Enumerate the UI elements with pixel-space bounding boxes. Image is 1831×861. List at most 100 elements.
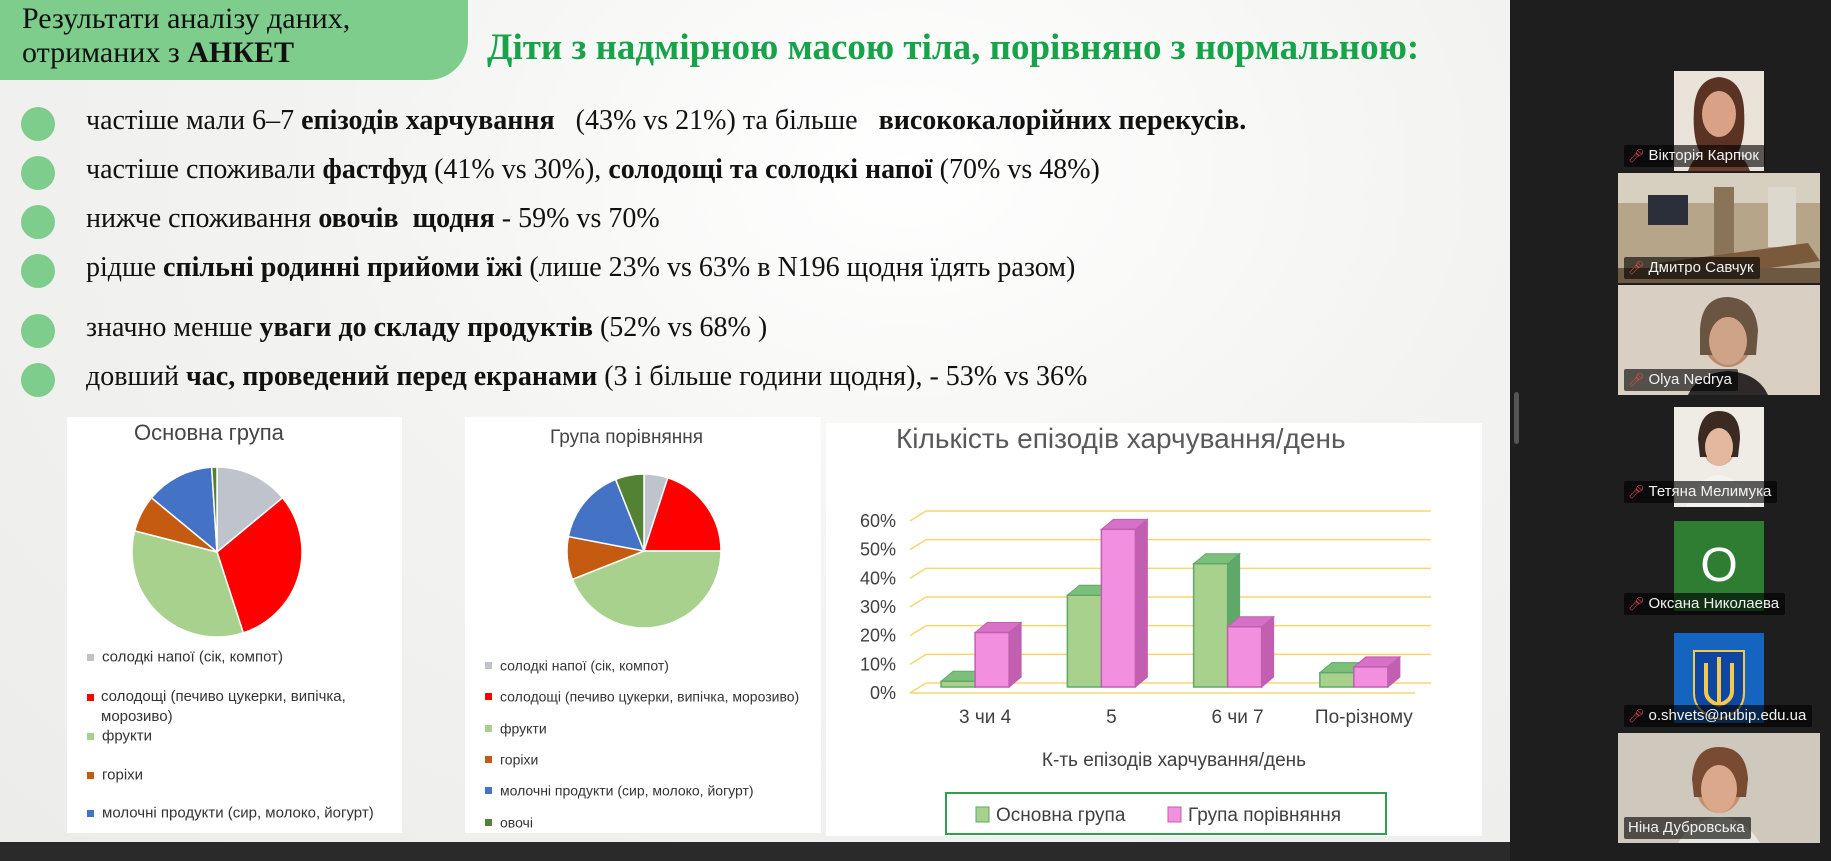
bullet-dot [21, 107, 55, 141]
legend-swatch [87, 809, 94, 817]
y-tick-label: 10% [860, 654, 896, 674]
legend-label: молочні продукти (сир, молоко, йогурт) [102, 804, 374, 822]
y-tick-label: 40% [860, 568, 896, 588]
bullet-dot [21, 314, 55, 348]
pie-slice [132, 529, 245, 637]
bullet-text-part: - 59% vs 70% [494, 203, 660, 234]
participant-name: Вікторія Карпюк [1648, 147, 1759, 164]
participant-tile[interactable]: O 🎤︎ Оксана Николаева [1618, 509, 1820, 619]
legend-swatch [485, 786, 492, 794]
participant-name: Ніна Дубровська [1628, 819, 1745, 836]
bullet-item: значно менше уваги до складу продуктів (… [86, 312, 767, 344]
participant-name: Тетяна Мелимука [1648, 483, 1772, 500]
mic-muted-icon: 🎤︎ [1628, 372, 1645, 387]
legend-swatch [485, 755, 492, 763]
bullet-emphasis: час, проведений перед екранами [186, 361, 598, 392]
pie-slice [210, 467, 218, 553]
bullet-emphasis: висококалорійних перекусів. [871, 105, 1247, 136]
y-tick-label: 50% [860, 540, 896, 560]
participant-name: Дмитро Савчук [1648, 259, 1754, 276]
bar-plot: 0% 10% 20% 30% 40% 50% 60% 3 чи 4 5 6 чи 7 По-різн… [860, 510, 1431, 835]
participant-tile[interactable]: 🎤︎ o.shvets@nubip.edu.ua [1618, 621, 1820, 731]
pie-slice [216, 496, 302, 634]
slide-title-line-2: отриманих з АНКЕТ [22, 36, 294, 70]
legend-item: солодкі напої (сік, компот) [87, 648, 283, 666]
pie-slice [567, 478, 646, 552]
participant-name-tag: 🎤︎ Дмитро Савчук [1624, 257, 1760, 279]
participant-name-tag: 🎤︎ Оксана Николаева [1624, 593, 1786, 615]
bar [1100, 528, 1137, 688]
participant-tile[interactable]: 🎤︎ Вікторія Карпюк [1618, 61, 1820, 171]
bottom-bar [0, 842, 1510, 861]
legend-label: горіхи [500, 751, 539, 768]
participant-tile[interactable]: 🎤︎ Тетяна Мелимука [1618, 397, 1820, 507]
participant-tile[interactable]: 🎤︎ Olya Nedrya [1618, 285, 1820, 395]
legend-label: Група порівняння [1188, 805, 1341, 826]
bar-side [1134, 518, 1148, 689]
legend-item: овочі [485, 813, 533, 830]
y-tick-label: 60% [860, 511, 896, 531]
bar [1192, 562, 1229, 688]
bullet-emphasis: овочів щодня [318, 203, 495, 234]
bullet-text-part: (41% vs 30%), [427, 154, 609, 185]
legend-swatch [87, 732, 94, 740]
bullet-text-part: нижче споживання [86, 203, 319, 234]
bullet-text-part: (лише 23% vs 63% в N196 щодня їдять разо… [522, 252, 1076, 283]
legend-box [945, 792, 1387, 835]
pie-chart-main-group: Основна група солодкі напої (сік, компот… [67, 417, 402, 833]
mic-muted-icon: 🎤︎ [1628, 484, 1645, 499]
legend-swatch [485, 661, 492, 669]
slide-title-box: Результати аналізу даних, отриманих з АН… [0, 0, 468, 80]
bullet-item: довший час, проведений перед екранами (3… [86, 361, 1087, 393]
participant-name-tag: 🎤︎ Вікторія Карпюк [1624, 145, 1765, 167]
bar [1319, 671, 1355, 688]
pie-slice [150, 467, 218, 554]
bullet-text-part: рідше [86, 252, 164, 283]
bullet-text-part: (70% vs 48%) [932, 154, 1100, 185]
legend-item: солодощі (печиво цукерки, випічка, мороз… [87, 687, 387, 727]
gridline-side [909, 510, 927, 522]
bullet-item: частіше споживали фастфуд (41% vs 30%), … [86, 154, 1100, 186]
slide-title-line-1: Результати аналізу даних, [22, 2, 351, 35]
participant-name: Olya Nedrya [1648, 371, 1732, 388]
y-tick-label: 20% [860, 626, 896, 646]
legend-swatch [87, 653, 94, 661]
x-tick-label: По-різному [1315, 707, 1413, 728]
gridline-side [909, 653, 927, 665]
legend-label: Основна група [996, 805, 1126, 826]
panel-resize-handle[interactable] [1514, 392, 1519, 444]
bar-side [1008, 621, 1022, 689]
gridline-side [909, 567, 927, 579]
legend-swatch [975, 806, 990, 823]
bullet-dot [21, 254, 55, 288]
legend-label: солодкі напої (сік, компот) [500, 657, 669, 674]
participant-name-tag: 🎤︎ Olya Nedrya [1624, 369, 1738, 391]
legend-swatch [485, 818, 492, 826]
bar-chart-title: Кількість епізодів харчування/день [896, 423, 1346, 454]
bullet-dot [21, 156, 55, 190]
bar [1066, 594, 1103, 688]
bullet-emphasis: спільні родинні прийоми їжі [163, 252, 523, 283]
pie-title: Група порівняння [550, 427, 704, 448]
legend-item: горіхи [87, 766, 143, 784]
legend-label: солодкі напої (сік, компот) [102, 648, 283, 666]
legend-label: фрукти [102, 727, 152, 745]
participant-tile-active-speaker[interactable]: Ніна Дубровська [1618, 733, 1820, 843]
bullet-emphasis: епізодів харчування [301, 105, 555, 136]
presentation-slide: Результати аналізу даних, отриманих з АН… [0, 0, 1510, 842]
participant-name-tag: 🎤︎ Тетяна Мелимука [1624, 481, 1778, 503]
pie-chart-comparison-group: Група порівняння солодкі напої (сік, ком… [465, 417, 821, 833]
legend-label: солодощі (печиво цукерки, випічка, мороз… [101, 688, 346, 725]
bullet-emphasis: солодощі та солодкі напої [608, 154, 933, 185]
participant-name-tag: Ніна Дубровська [1624, 817, 1751, 839]
participant-tile[interactable]: 🎤︎ Дмитро Савчук [1618, 173, 1820, 283]
legend-label: молочні продукти (сир, молоко, йогурт) [500, 782, 754, 799]
x-tick-label: 6 чи 7 [1212, 707, 1264, 728]
legend-item: фрукти [485, 719, 547, 736]
legend-item: солодкі напої (сік, компот) [485, 656, 669, 673]
participant-name-tag: 🎤︎ o.shvets@nubip.edu.ua [1624, 705, 1813, 727]
gridline-side [909, 539, 927, 551]
legend-swatch [485, 692, 492, 700]
y-tick-label: 30% [860, 597, 896, 617]
bullet-text-part: значно менше [86, 312, 260, 343]
